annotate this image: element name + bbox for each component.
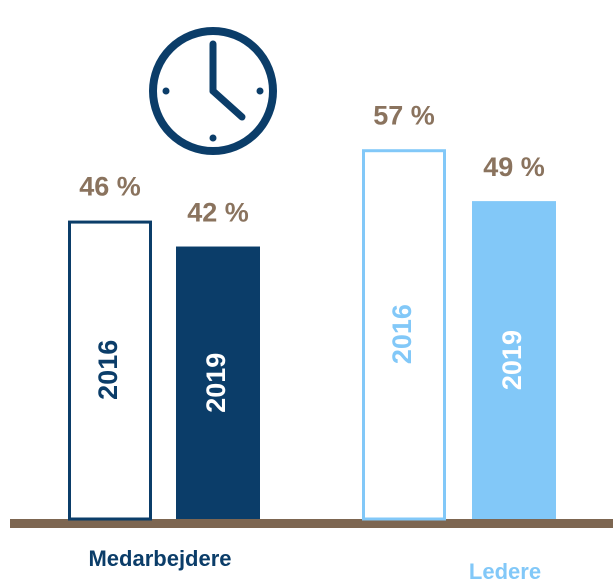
- category-label: Ledere: [469, 559, 541, 583]
- value-label: 46 %: [79, 172, 141, 202]
- baseline: [10, 519, 613, 528]
- clock-dot: [209, 134, 217, 142]
- bar: [176, 246, 260, 519]
- clock-dot: [256, 87, 264, 95]
- clock-dot: [209, 40, 217, 48]
- bar: [68, 220, 152, 521]
- value-label: 42 %: [187, 198, 249, 228]
- clock-dot: [162, 87, 170, 95]
- clock-hand: [209, 87, 246, 121]
- category-label: Medarbejdere: [88, 546, 231, 571]
- value-label: 49 %: [483, 152, 545, 182]
- bar: [472, 201, 556, 520]
- bar: [362, 149, 446, 521]
- series-label: 2016: [93, 340, 123, 400]
- series-label: 2019: [201, 353, 231, 413]
- clock-icon: [149, 27, 277, 155]
- value-label: 57 %: [373, 100, 435, 130]
- series-label: 2016: [387, 304, 417, 364]
- clock-face: [149, 27, 277, 155]
- series-label: 2019: [497, 330, 527, 390]
